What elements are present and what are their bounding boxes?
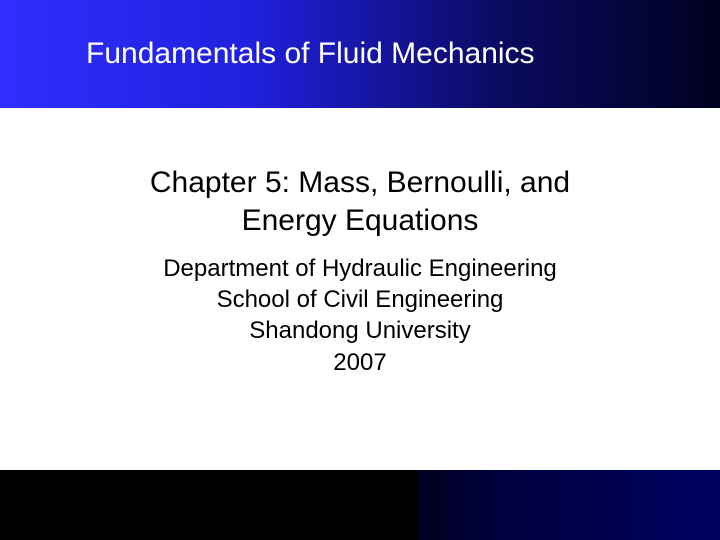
footer-left-block bbox=[0, 470, 418, 540]
chapter-title-line-1: Chapter 5: Mass, Bernoulli, and bbox=[150, 166, 570, 199]
chapter-title-line-2: Energy Equations bbox=[242, 204, 479, 237]
chapter-title: Chapter 5: Mass, Bernoulli, and Energy E… bbox=[0, 164, 720, 239]
university-line: Shandong University bbox=[0, 315, 720, 346]
school-line: School of Civil Engineering bbox=[0, 284, 720, 315]
header-band: Fundamentals of Fluid Mechanics bbox=[0, 0, 720, 108]
content-area: Chapter 5: Mass, Bernoulli, and Energy E… bbox=[0, 108, 720, 378]
affiliation-block: Department of Hydraulic Engineering Scho… bbox=[0, 253, 720, 378]
department-line: Department of Hydraulic Engineering bbox=[0, 253, 720, 284]
slide-header-title: Fundamentals of Fluid Mechanics bbox=[86, 37, 535, 71]
footer-right-block bbox=[418, 470, 720, 540]
footer-band bbox=[0, 470, 720, 540]
year-line: 2007 bbox=[0, 347, 720, 378]
